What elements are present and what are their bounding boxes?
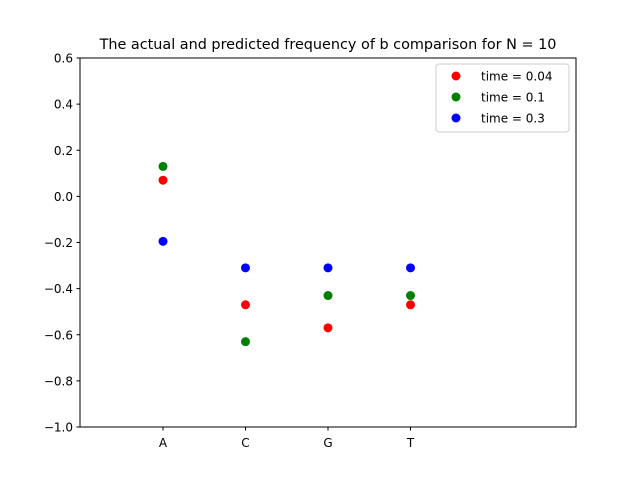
legend-marker <box>451 92 461 102</box>
data-point-series-0 <box>158 175 168 185</box>
legend-marker <box>451 71 461 81</box>
legend-label: time = 0.3 <box>481 112 545 126</box>
legend-label: time = 0.1 <box>481 91 545 105</box>
x-tick-label: A <box>159 436 168 450</box>
legend-label: time = 0.04 <box>481 70 553 84</box>
x-tick-label: T <box>406 436 415 450</box>
data-point-series-0 <box>241 300 250 310</box>
y-tick-label: −0.6 <box>44 328 73 342</box>
data-point-series-2 <box>158 236 168 246</box>
x-tick-label: G <box>323 436 332 450</box>
data-point-series-0 <box>406 300 415 310</box>
y-tick-label: −1.0 <box>44 421 73 435</box>
data-point-series-2 <box>323 263 333 273</box>
plot-area: 0.6 0.4 0.2 0.0 −0.2 −0.4 −0.6 −0.8 −1.0 A C G Ttime… <box>44 52 577 450</box>
y-tick-label: 0.6 <box>54 52 73 66</box>
legend-box <box>435 63 570 133</box>
data-point-series-2 <box>406 263 415 273</box>
y-tick-label: −0.8 <box>44 374 73 388</box>
data-point-series-1 <box>241 337 250 347</box>
data-point-series-1 <box>406 291 415 301</box>
data-point-series-1 <box>158 161 168 171</box>
legend-marker <box>451 113 461 123</box>
x-tick-label: C <box>241 436 249 450</box>
data-point-series-1 <box>323 291 333 301</box>
y-tick-label: 0.2 <box>54 144 73 158</box>
y-tick-label: −0.2 <box>44 236 73 250</box>
y-tick-label: 0.4 <box>54 98 73 112</box>
y-tick-label: 0.0 <box>54 190 73 204</box>
y-tick-label: −0.4 <box>44 282 73 296</box>
data-point-series-0 <box>323 323 333 333</box>
data-point-series-2 <box>241 263 250 273</box>
chart-title: The actual and predicted frequency of b … <box>99 37 557 53</box>
